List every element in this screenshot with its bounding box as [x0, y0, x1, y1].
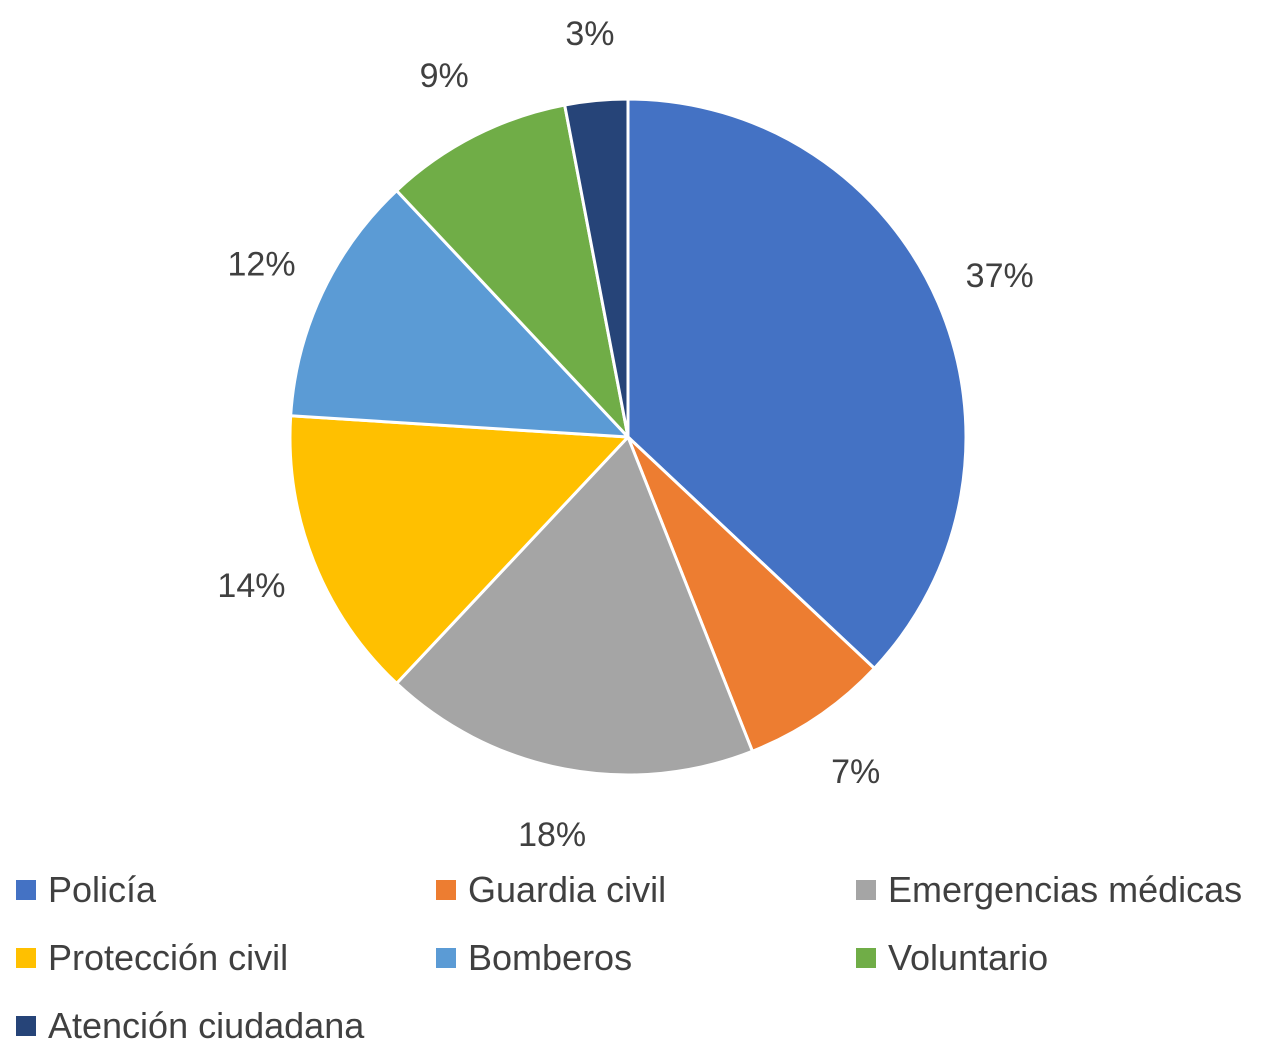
pie-slice-bomberos: [289, 189, 630, 439]
legend-item-emergencias-medicas: Emergencias médicas: [856, 860, 1242, 920]
data-label-emergencias-medicas: 18%: [518, 816, 586, 854]
pie-chart-svg: 37% 7% 18% 14% 12% 9% 3%: [217, 15, 1033, 854]
pie-slice-voluntario: [395, 103, 630, 439]
pie-slice-atencion-ciudadana: [563, 97, 630, 439]
legend-swatch: [16, 1016, 36, 1036]
legend-swatch: [436, 948, 456, 968]
legend-swatch: [436, 880, 456, 900]
legend-swatch: [16, 948, 36, 968]
legend-item-guardia-civil: Guardia civil: [436, 860, 666, 920]
data-label-proteccion-civil: 14%: [217, 567, 285, 605]
legend-swatch: [16, 880, 36, 900]
legend-label: Voluntario: [888, 937, 1049, 978]
legend-item-proteccion-civil: Protección civil: [16, 928, 288, 988]
legend-label: Atención ciudadana: [48, 1005, 365, 1046]
data-label-voluntario: 9%: [420, 57, 469, 95]
legend-item-bomberos: Bomberos: [436, 928, 632, 988]
pie-slice-guardia-civil: [626, 435, 876, 753]
pie-slice-emergencias-medicas: [395, 435, 754, 777]
pie-slices: [288, 97, 968, 777]
legend-swatch: [856, 880, 876, 900]
legend-item-policia: Policía: [16, 860, 156, 920]
legend-item-atencion-ciudadana: Atención ciudadana: [16, 996, 364, 1056]
chart-legend: Policía Guardia civil Emergencias médicas P…: [0, 860, 1276, 1052]
legend-label: Guardia civil: [468, 869, 667, 910]
legend-swatch: [856, 948, 876, 968]
pie-chart: 37% 7% 18% 14% 12% 9% 3%: [217, 15, 1033, 854]
data-label-guardia-civil: 7%: [831, 753, 880, 791]
data-label-bomberos: 12%: [228, 246, 296, 284]
pie-slice-policia: [626, 97, 968, 670]
legend-label: Emergencias médicas: [888, 869, 1243, 910]
data-label-policia: 37%: [966, 257, 1034, 295]
data-label-atencion-ciudadana: 3%: [565, 15, 614, 53]
pie-data-labels: 37% 7% 18% 14% 12% 9% 3%: [217, 15, 1033, 854]
pie-slice-proteccion-civil: [288, 414, 630, 685]
legend-label: Protección civil: [48, 937, 289, 978]
legend-label: Policía: [48, 869, 157, 910]
legend-item-voluntario: Voluntario: [856, 928, 1048, 988]
legend-label: Bomberos: [468, 937, 633, 978]
